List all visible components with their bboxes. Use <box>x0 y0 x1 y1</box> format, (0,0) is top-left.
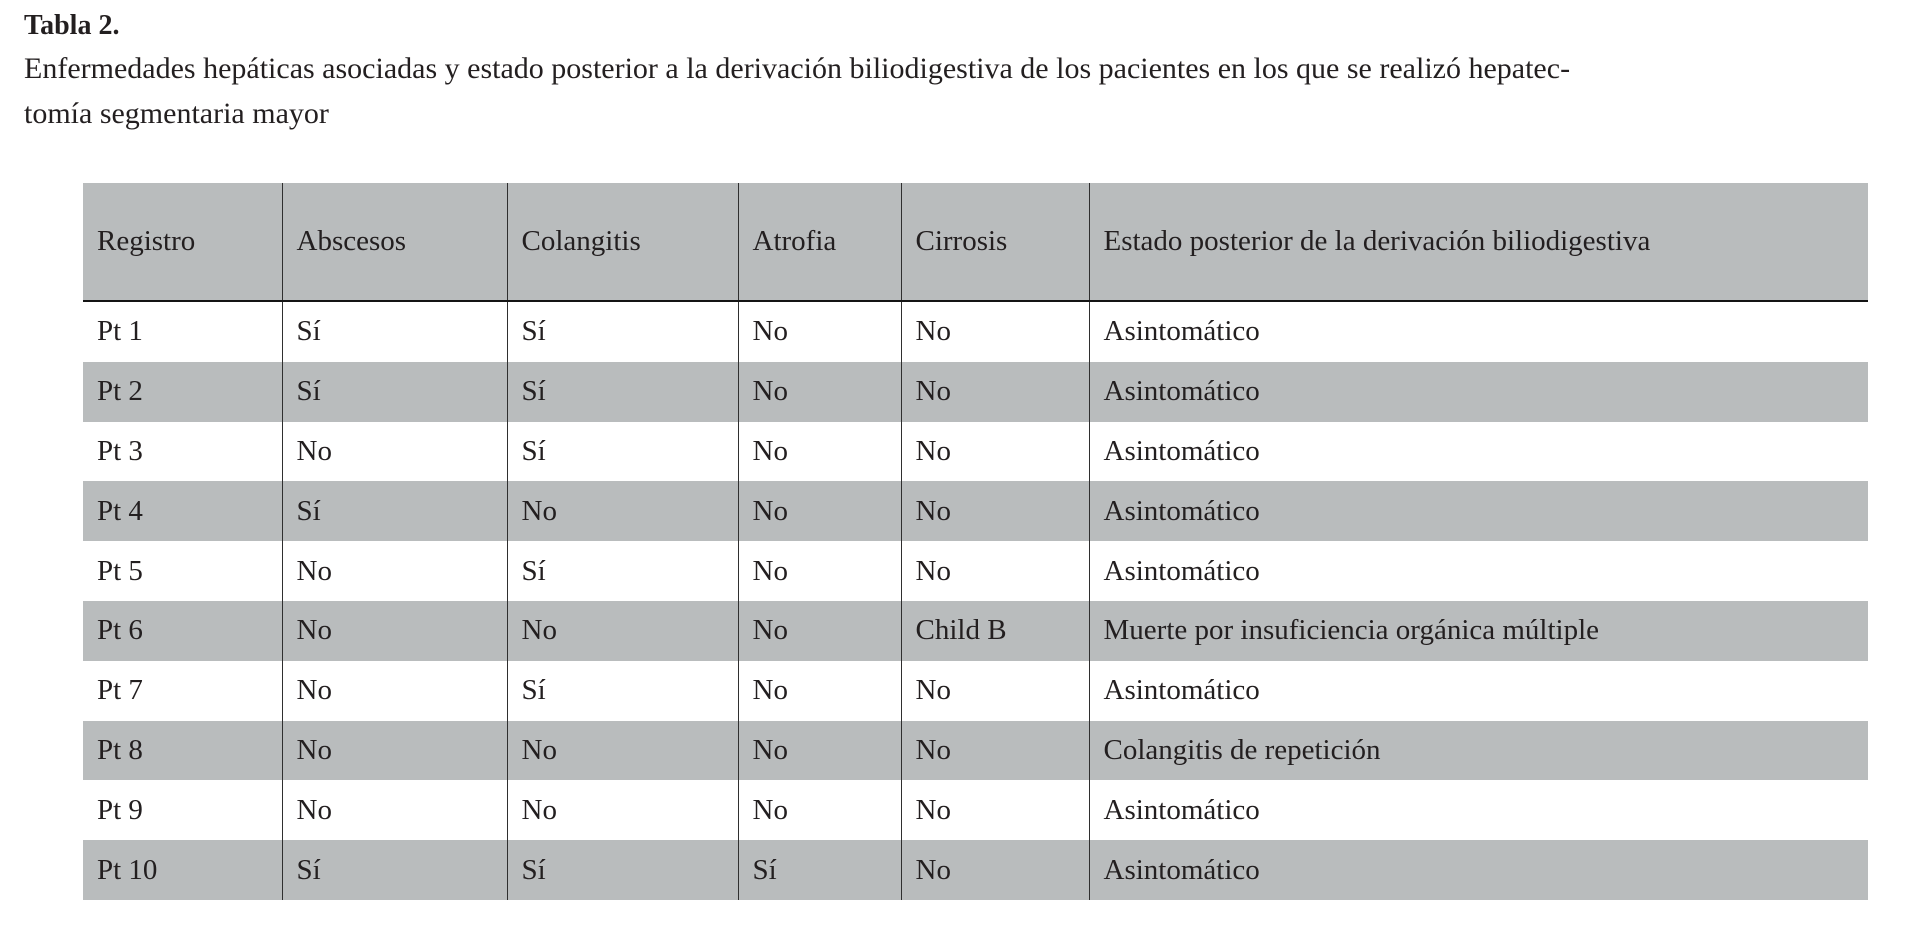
table-row: Pt 4 Sí No No No Asintomático <box>83 481 1868 542</box>
table-cell: Asintomático <box>1088 780 1868 841</box>
table-cell: No <box>737 301 901 362</box>
table-row: Pt 6 No No No Child B Muerte por insuficienci… <box>83 600 1868 661</box>
table-caption-line-1: Enfermedades hepáticas asociadas y estad… <box>24 52 1571 85</box>
table-cell: No <box>737 481 901 542</box>
column-header-estado: Estado posterior de la derivación biliod… <box>1088 183 1868 301</box>
table-cell: No <box>737 421 901 482</box>
table-container: Registro Abscesos Colangitis Atrofia Cir… <box>83 183 1868 900</box>
table-row: Pt 7 No Sí No No Asintomático <box>83 660 1868 721</box>
table-cell: Pt 10 <box>97 853 158 886</box>
table-cell: No <box>737 660 901 721</box>
table-cell: Pt 8 <box>97 733 143 766</box>
table-cell: No <box>281 660 507 721</box>
table-cell: No <box>737 361 901 422</box>
table-cell: No <box>900 840 1089 900</box>
table-cell: Sí <box>506 301 738 362</box>
table-cell: No <box>281 720 507 781</box>
table-cell: No <box>506 481 738 542</box>
column-header-colangitis: Colangitis <box>506 183 738 301</box>
table-caption-line-2: tomía segmentaria mayor <box>24 97 329 130</box>
table-row: Pt 5 No Sí No No Asintomático <box>83 541 1868 601</box>
table-cell: Asintomático <box>1088 541 1868 601</box>
table-cell: No <box>900 541 1089 601</box>
table-cell: Sí <box>281 361 507 422</box>
table-cell: Pt 5 <box>97 554 143 587</box>
table-cell: Sí <box>506 541 738 601</box>
table-cell: No <box>281 421 507 482</box>
table-row: Pt 9 No No No No Asintomático <box>83 780 1868 841</box>
table-cell: Muerte por insuficiencia orgánica múltip… <box>1088 600 1868 661</box>
table-cell: Asintomático <box>1088 840 1868 900</box>
table-cell: Pt 2 <box>97 375 143 408</box>
data-table: Registro Abscesos Colangitis Atrofia Cir… <box>83 183 1868 900</box>
table-cell: Pt 6 <box>97 614 143 647</box>
column-header-registro: Registro <box>97 225 196 257</box>
table-cell: No <box>737 780 901 841</box>
table-row: Pt 3 No Sí No No Asintomático <box>83 421 1868 482</box>
table-cell: No <box>900 301 1089 362</box>
table-cell: No <box>900 421 1089 482</box>
table-cell: No <box>737 600 901 661</box>
table-cell: Colangitis de repetición <box>1088 720 1868 781</box>
table-cell: Sí <box>281 481 507 542</box>
table-cell: No <box>281 600 507 661</box>
table-cell: Sí <box>506 660 738 721</box>
table-cell: Asintomático <box>1088 421 1868 482</box>
table-cell: Pt 1 <box>97 315 143 348</box>
table-row: Pt 1 Sí Sí No No Asintomático <box>83 301 1868 362</box>
table-cell: No <box>900 660 1089 721</box>
table-cell: Asintomático <box>1088 301 1868 362</box>
table-cell: Pt 3 <box>97 434 143 467</box>
table-cell: No <box>737 541 901 601</box>
column-header-atrofia: Atrofia <box>737 183 901 301</box>
table-cell: Pt 9 <box>97 793 143 826</box>
table-cell: Asintomático <box>1088 361 1868 422</box>
table-row: Pt 8 No No No No Colangitis de repetición <box>83 720 1868 781</box>
table-cell: No <box>900 361 1089 422</box>
table-caption: Tabla 2. Enfermedades hepáticas asociada… <box>24 6 1894 136</box>
column-header-cirrosis: Cirrosis <box>900 183 1089 301</box>
table-cell: Sí <box>737 840 901 900</box>
table-cell: No <box>506 600 738 661</box>
table-cell: No <box>900 780 1089 841</box>
table-cell: Sí <box>506 361 738 422</box>
column-header-abscesos: Abscesos <box>281 183 507 301</box>
header-row: Registro Abscesos Colangitis Atrofia Cir… <box>83 183 1868 301</box>
table-cell: No <box>900 481 1089 542</box>
table-row: Pt 2 Sí Sí No No Asintomático <box>83 361 1868 422</box>
table-cell: Sí <box>506 421 738 482</box>
table-cell: Sí <box>506 840 738 900</box>
table-cell: No <box>281 541 507 601</box>
table-cell: No <box>506 780 738 841</box>
table-cell: Pt 7 <box>97 674 143 707</box>
table-cell: No <box>900 720 1089 781</box>
table-cell: No <box>737 720 901 781</box>
table-caption-label: Tabla 2. <box>24 10 120 41</box>
table-cell: Asintomático <box>1088 660 1868 721</box>
table-cell: Asintomático <box>1088 481 1868 542</box>
table-cell: No <box>281 780 507 841</box>
table-cell: Child B <box>900 600 1089 661</box>
table-cell: Sí <box>281 840 507 900</box>
table-row: Pt 10 Sí Sí Sí No Asintomático <box>83 840 1868 900</box>
table-cell: Sí <box>281 301 507 362</box>
table-body: Pt 1 Sí Sí No No Asintomático Pt 2 Sí Sí No No Asin… <box>83 301 1868 900</box>
table-cell: No <box>506 720 738 781</box>
table-cell: Pt 4 <box>97 494 143 527</box>
